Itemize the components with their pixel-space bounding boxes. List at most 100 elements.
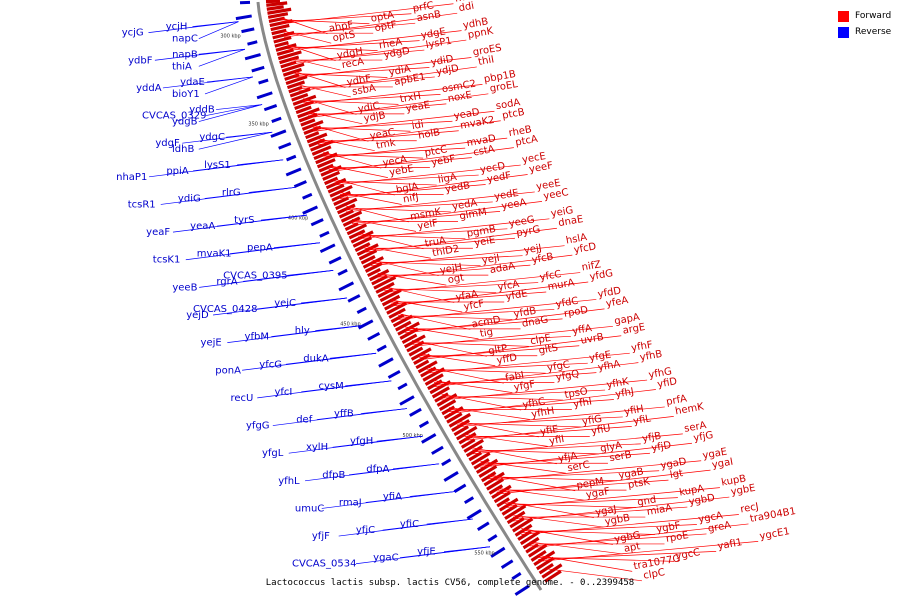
forward-gene-label: yeaD bbox=[453, 107, 481, 122]
forward-leader-line bbox=[345, 191, 535, 213]
forward-leader-line bbox=[323, 153, 424, 159]
forward-leader-line bbox=[370, 261, 481, 267]
reverse-gene-block bbox=[319, 230, 330, 238]
forward-leader-line bbox=[334, 164, 521, 186]
forward-gene-block bbox=[453, 425, 469, 437]
forward-gene-label: yfiG bbox=[581, 414, 603, 428]
forward-leader-line bbox=[512, 496, 730, 522]
reverse-gene-block bbox=[285, 167, 302, 177]
forward-gene-label: rheA bbox=[378, 37, 403, 52]
reverse-leader-line bbox=[338, 518, 473, 537]
reverse-gene-block bbox=[443, 471, 459, 482]
forward-leader-line bbox=[334, 180, 437, 186]
forward-gene-block bbox=[266, 5, 284, 11]
forward-gene-block bbox=[375, 281, 395, 294]
reverse-leader-line bbox=[182, 131, 273, 144]
forward-gene-label: thiD2 bbox=[432, 244, 461, 260]
forward-gene-block bbox=[348, 229, 366, 240]
forward-gene-label: yeiF bbox=[417, 218, 439, 232]
forward-gene-block bbox=[406, 340, 425, 353]
forward-gene-block bbox=[289, 87, 311, 98]
forward-leader-line bbox=[433, 362, 639, 387]
forward-gene-label: prfA bbox=[665, 393, 688, 407]
reverse-gene-block bbox=[258, 78, 269, 85]
forward-gene-label: murA bbox=[547, 277, 576, 293]
forward-gene-block bbox=[392, 314, 413, 328]
forward-gene-label: tmk bbox=[375, 137, 396, 151]
reverse-leader-line bbox=[198, 48, 246, 67]
forward-leader-line bbox=[370, 245, 565, 267]
forward-gene-label: apt bbox=[623, 541, 641, 555]
reverse-gene-label: ygaC bbox=[373, 553, 398, 564]
reverse-gene-block bbox=[347, 294, 361, 303]
reverse-gene-label: ydiG bbox=[178, 193, 201, 204]
reverse-gene-label: rmaJ bbox=[339, 497, 362, 508]
forward-gene-block bbox=[286, 80, 306, 90]
forward-gene-block bbox=[486, 477, 504, 491]
forward-gene-label: yedA bbox=[451, 198, 478, 213]
forward-leader-line bbox=[340, 184, 486, 197]
reverse-gene-label: CVCAS_0395 bbox=[223, 270, 287, 281]
forward-gene-label: yecA bbox=[382, 154, 408, 169]
reverse-gene-block bbox=[399, 395, 415, 406]
forward-gene-label: serB bbox=[609, 449, 633, 464]
forward-leader-line bbox=[377, 254, 573, 280]
forward-gene-label: dnaE bbox=[558, 214, 585, 229]
reverse-gene-label: mvaK1 bbox=[197, 249, 232, 260]
reverse-gene-block bbox=[487, 534, 498, 543]
legend: Forward Reverse bbox=[838, 8, 891, 40]
forward-gene-label: kupA bbox=[678, 483, 705, 498]
reverse-label-leaders bbox=[148, 21, 491, 565]
reverse-leader-line bbox=[185, 242, 320, 261]
forward-gene-label: serA bbox=[683, 420, 707, 435]
forward-gene-label: ydgE bbox=[420, 26, 446, 41]
forward-gene-label: gapA bbox=[613, 312, 640, 327]
reverse-gene-label: nhaP1 bbox=[116, 172, 147, 183]
forward-gene-label: ygcA bbox=[697, 510, 723, 525]
reverse-gene-block bbox=[310, 218, 324, 227]
forward-leader-line bbox=[364, 237, 515, 251]
forward-leader-line bbox=[488, 470, 660, 480]
legend-item-forward: Forward bbox=[838, 8, 891, 24]
forward-gene-label: ygbE bbox=[730, 483, 756, 498]
forward-gene-label: rpoE bbox=[665, 530, 689, 545]
reverse-gene-block bbox=[466, 508, 482, 520]
forward-gene-label: yfiD bbox=[657, 376, 679, 390]
forward-gene-block bbox=[329, 184, 353, 198]
forward-leader-line bbox=[294, 57, 472, 78]
forward-leader-line bbox=[281, 13, 412, 23]
forward-gene-label: yfgC bbox=[546, 359, 570, 374]
forward-leader-line bbox=[397, 309, 555, 318]
reverse-leader-line bbox=[305, 463, 440, 482]
reverse-leader-line bbox=[148, 21, 239, 33]
reverse-gene-label: ydgF bbox=[155, 138, 180, 149]
forward-leader-line bbox=[529, 533, 707, 547]
forward-gene-label: yecE bbox=[521, 151, 546, 166]
reverse-leader-line bbox=[198, 104, 263, 122]
forward-gene-block bbox=[354, 242, 371, 252]
forward-gene-block bbox=[473, 458, 490, 470]
reverse-leader-line bbox=[288, 435, 423, 454]
reverse-leader-line bbox=[212, 297, 348, 316]
forward-gene-label: yfhA bbox=[597, 359, 621, 374]
legend-item-reverse: Reverse bbox=[838, 24, 891, 40]
forward-gene-label: yfhH bbox=[531, 406, 556, 421]
forward-gene-label: yfdD bbox=[597, 285, 622, 300]
forward-leader-line bbox=[449, 399, 614, 412]
reverse-gene-label: ydgB bbox=[172, 117, 198, 128]
reverse-leader-line bbox=[160, 187, 295, 205]
forward-gene-label: ygcC bbox=[675, 547, 701, 562]
reverse-swatch bbox=[838, 26, 849, 38]
forward-gene-label: ygbG bbox=[613, 530, 641, 545]
forward-gene-label: lysP1 bbox=[425, 36, 453, 51]
reverse-gene-label: CVCAS_0428 bbox=[193, 304, 257, 315]
forward-gene-label: yfhJ bbox=[615, 386, 635, 400]
reverse-gene-block bbox=[278, 142, 292, 150]
forward-gene-label: yedF bbox=[486, 170, 512, 185]
forward-gene-block bbox=[408, 346, 424, 357]
reverse-gene-label: dukA bbox=[303, 353, 328, 364]
forward-leader-line bbox=[384, 282, 539, 291]
forward-gene-label: ddi bbox=[458, 1, 475, 15]
forward-leader-line bbox=[538, 551, 717, 560]
reverse-gene-label: CVCAS_0329 bbox=[142, 111, 206, 122]
